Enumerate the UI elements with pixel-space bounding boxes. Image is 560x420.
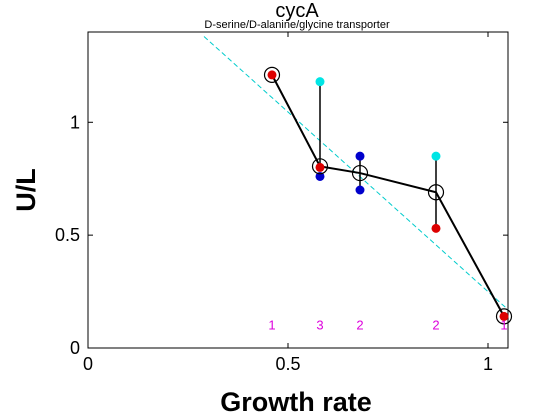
y-axis-label: U/L [11, 168, 41, 212]
y-axis-ticks: 00.51 [55, 112, 508, 358]
count-label: 2 [356, 317, 363, 332]
mean-marker [495, 308, 513, 325]
red-point [499, 311, 509, 321]
count-label: 1 [500, 317, 507, 332]
mean-marker [311, 158, 329, 175]
red-point [315, 162, 325, 172]
mean-line [271, 74, 505, 317]
x-tick-label: 0.5 [275, 354, 300, 374]
x-tick-label: 0 [83, 354, 93, 374]
blue-point [315, 171, 325, 181]
red-point [431, 223, 441, 233]
chart-title: cycA [275, 0, 319, 22]
blue-point [355, 185, 365, 195]
y-tick-label: 1 [70, 112, 80, 132]
cyan-point [315, 77, 325, 87]
cyan-point [431, 151, 441, 161]
y-tick-label: 0.5 [55, 225, 80, 245]
count-label: 1 [268, 317, 275, 332]
blue-point [355, 151, 365, 161]
x-axis-ticks: 0 0.5 1 [83, 32, 493, 374]
x-tick-label: 1 [483, 354, 493, 374]
chart-marks: 1 3 2 2 1 [203, 36, 513, 332]
count-label: 2 [432, 317, 439, 332]
x-axis-label: Growth rate [220, 387, 372, 417]
mean-marker [427, 184, 445, 201]
chart-subtitle: D-serine/D-alanine/glycine transporter [204, 19, 390, 31]
plot-area [87, 31, 509, 349]
mean-marker [351, 164, 369, 182]
y-tick-label: 0 [70, 338, 80, 358]
red-point [267, 70, 277, 80]
mean-marker [263, 66, 281, 83]
count-label: 3 [316, 317, 323, 332]
